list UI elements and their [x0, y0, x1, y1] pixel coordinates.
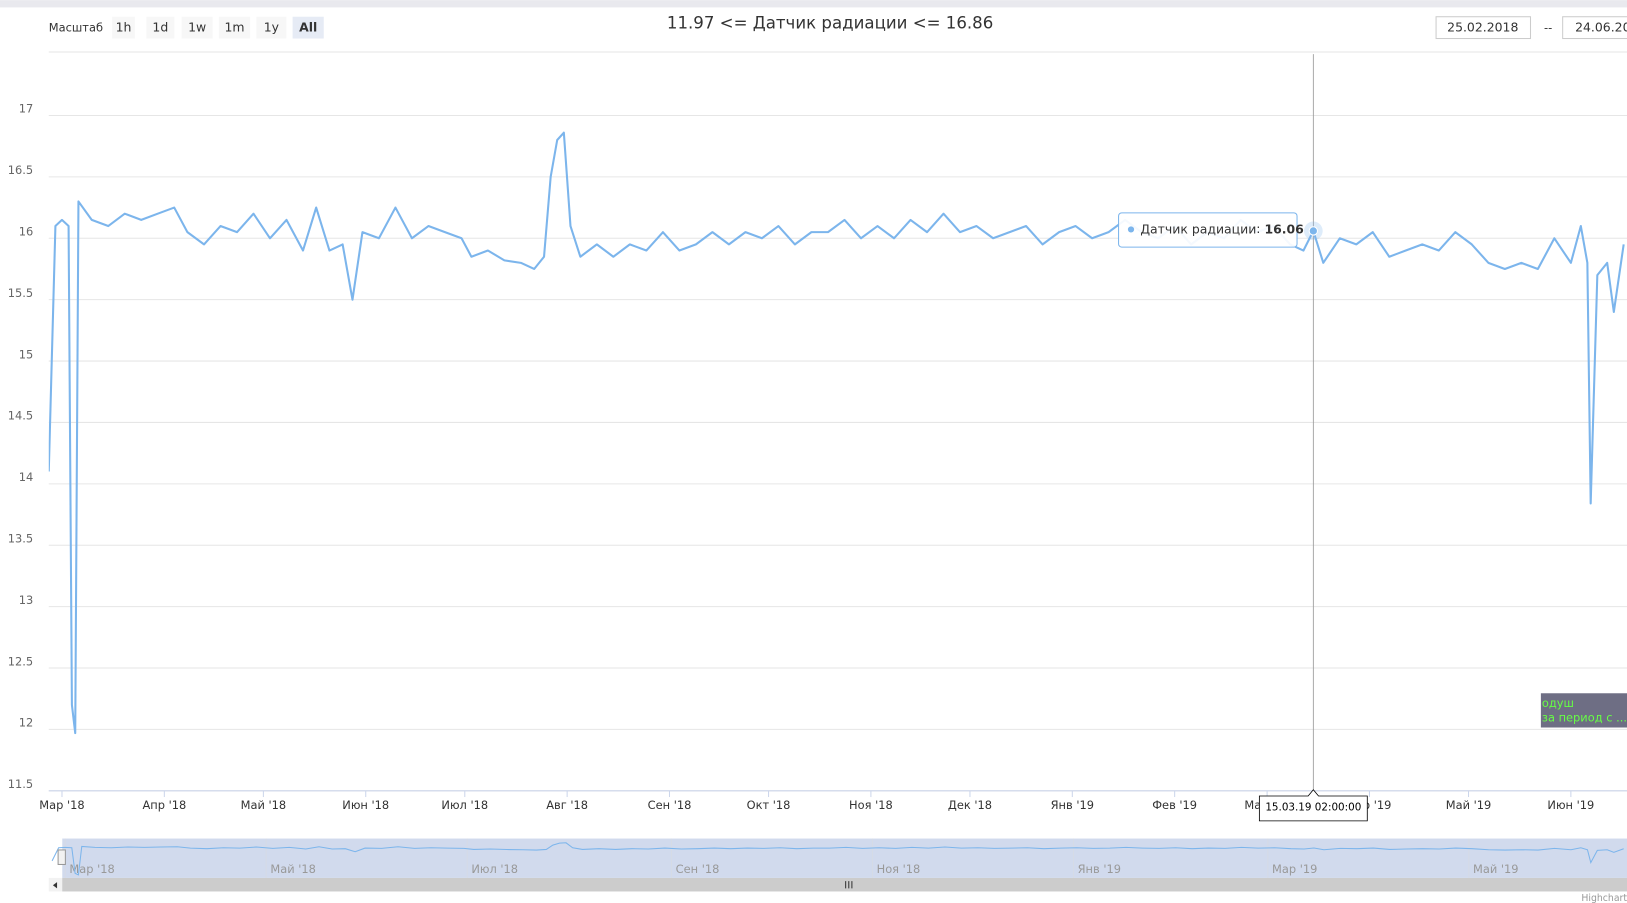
y-tick-label: 13	[19, 593, 34, 607]
x-tick-label: Июн '18	[342, 798, 389, 812]
navigator-tick-label: Сен '18	[676, 862, 720, 876]
range-button-bg[interactable]	[218, 16, 251, 39]
navigator-mask	[62, 838, 1627, 878]
navigator-tick-label: Мар '19	[1272, 862, 1317, 876]
navigator-tick-label: Ноя '18	[877, 862, 921, 876]
overlay-text: за период с ...	[1542, 711, 1627, 725]
navigator-bg	[48, 838, 1627, 878]
chart-title: 11.97 <= Датчик радиации <= 16.86	[667, 13, 993, 32]
navigator: Мар '18 Май '18 Июл '18 Сен '18 Ноя '18 Янв '…	[48, 838, 1627, 892]
x-tick-label: Ноя '18	[849, 798, 893, 812]
range-button-bg[interactable]	[292, 16, 324, 39]
range-button-label[interactable]: 1w	[188, 20, 206, 35]
x-tick-label: Июл '18	[441, 798, 488, 812]
date-to[interactable]: 24.06.2019	[1575, 20, 1627, 35]
range-button-label[interactable]: 1m	[224, 20, 244, 35]
x-tick-label: Май '19	[1446, 798, 1492, 812]
navigator-handle[interactable]	[57, 849, 66, 865]
tooltip-value: 16.06	[1264, 221, 1303, 236]
x-tick-label: Мар '18	[39, 798, 84, 812]
date-from-input[interactable]	[1435, 16, 1532, 40]
x-tick-label: Фев '19	[1152, 798, 1197, 812]
range-button-label[interactable]: All	[299, 20, 317, 35]
range-button-bg[interactable]	[112, 16, 135, 39]
x-tick-label: Янв '19	[1051, 798, 1094, 812]
y-tick-label: 14	[19, 470, 34, 484]
credits[interactable]: Highcharts	[1581, 893, 1627, 903]
y-tick-label: 16.5	[8, 163, 33, 177]
x-tick-label: Дек '18	[948, 798, 992, 812]
y-tick-label: 15	[19, 347, 34, 361]
hover-point	[1308, 226, 1319, 236]
range-button[interactable]: All	[292, 16, 324, 39]
x-tick-label: Июн '19	[1547, 798, 1594, 812]
navigator-tick-label: Июл '18	[471, 862, 518, 876]
range-button[interactable]: 1d	[146, 16, 175, 39]
scrollbar-thumb[interactable]	[62, 877, 1627, 892]
navigator-tick-label: Май '18	[270, 862, 316, 876]
tooltip-text: Датчик радиации: 16.06	[1140, 221, 1303, 236]
navigator-tick-label: Мар '18	[69, 862, 114, 876]
x-tooltip-box	[1258, 789, 1368, 822]
y-tick-label: 12	[19, 716, 34, 730]
y-tick-label: 17	[19, 102, 34, 116]
range-button[interactable]: 1m	[218, 16, 251, 39]
scrollbar-grip[interactable]	[845, 881, 853, 889]
range-button[interactable]: 1y	[256, 16, 287, 39]
x-tick-label: Апр '18	[142, 798, 186, 812]
range-button-bg[interactable]	[256, 16, 287, 39]
scrollbar-arrow[interactable]	[52, 882, 58, 889]
range-label: Масштаб	[49, 21, 103, 35]
overlay-text: одуш	[1542, 696, 1574, 710]
date-from[interactable]: 25.02.2018	[1447, 20, 1518, 35]
range-button-label[interactable]: 1h	[116, 20, 132, 35]
plot-area	[48, 131, 1625, 735]
range-button[interactable]: 1h	[112, 16, 135, 39]
series-line	[48, 131, 1625, 735]
x-tick-label: Май '18	[241, 798, 287, 812]
x-tick-label: Окт '18	[747, 798, 791, 812]
range-button[interactable]: 1w	[181, 16, 213, 39]
y-tick-label: 12.5	[8, 654, 33, 668]
date-separator: --	[1544, 21, 1552, 35]
x-tick-label: Авг '18	[546, 798, 588, 812]
navigator-tick-label: Май '19	[1473, 862, 1519, 876]
top-bar	[0, 0, 1627, 8]
navigator-line	[51, 842, 1624, 876]
x-tick-label: Сен '18	[648, 798, 692, 812]
grid: 11.5 12 12.5 13 13.5 14 14.5 15 15.5 16 16.5 17 Мар …	[8, 102, 1627, 812]
navigator-tick-label: Янв '19	[1078, 862, 1121, 876]
x-tooltip-text: 15.03.19 02:00:00	[1265, 801, 1361, 813]
y-tick-label: 15.5	[8, 286, 33, 300]
y-tick-label: 13.5	[8, 532, 33, 546]
date-to-input[interactable]	[1562, 16, 1627, 40]
tooltip-series-name: Датчик радиации	[1140, 221, 1256, 236]
tooltip-box	[1118, 212, 1298, 248]
range-button-label[interactable]: 1y	[264, 20, 279, 35]
y-tick-label: 11.5	[8, 777, 33, 791]
range-button-bg[interactable]	[146, 16, 175, 39]
overlay-box	[1540, 693, 1627, 728]
tooltip-dot	[1127, 226, 1135, 233]
range-button-bg[interactable]	[181, 16, 213, 39]
range-button-label[interactable]: 1d	[152, 20, 168, 35]
y-tick-label: 14.5	[8, 409, 33, 423]
y-tick-label: 16	[19, 225, 34, 239]
